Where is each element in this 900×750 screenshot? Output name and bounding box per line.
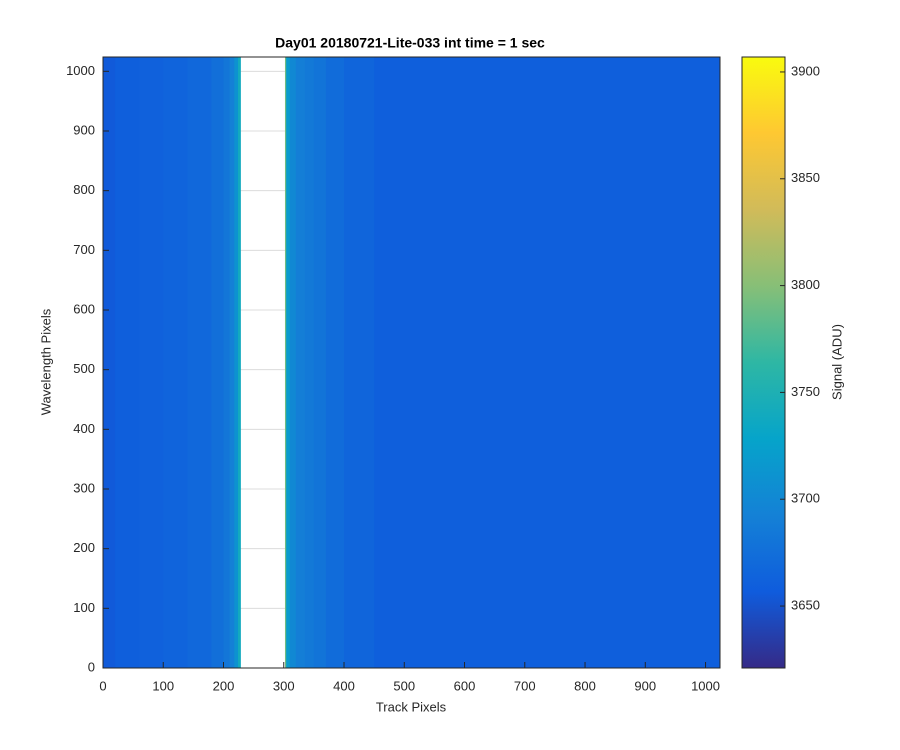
y-tick-label: 100 bbox=[73, 600, 95, 615]
x-tick-label: 100 bbox=[152, 678, 174, 693]
heatmap-column bbox=[237, 57, 241, 668]
x-tick-label: 300 bbox=[273, 678, 295, 693]
colorbar-label: Signal (ADU) bbox=[829, 324, 844, 400]
heatmap-column bbox=[139, 57, 164, 668]
heatmap-column bbox=[234, 57, 239, 668]
y-tick-label: 700 bbox=[73, 242, 95, 257]
x-tick-label: 900 bbox=[634, 678, 656, 693]
heatmap-column bbox=[286, 57, 291, 668]
y-tick-label: 900 bbox=[73, 122, 95, 137]
colorbar-tick-label: 3750 bbox=[791, 384, 820, 399]
y-tick-label: 0 bbox=[88, 659, 95, 674]
colorbar-tick-label: 3700 bbox=[791, 491, 820, 506]
y-tick-label: 600 bbox=[73, 301, 95, 316]
x-axis-label: Track Pixels bbox=[376, 699, 447, 714]
colorbar-tick-label: 3900 bbox=[791, 63, 820, 78]
x-tick-label: 400 bbox=[333, 678, 355, 693]
heatmap-column bbox=[313, 57, 327, 668]
heatmap-column bbox=[229, 57, 235, 668]
colorbar-tick-label: 3650 bbox=[791, 597, 820, 612]
y-axis-label: Wavelength Pixels bbox=[38, 308, 53, 415]
y-tick-label: 1000 bbox=[66, 63, 95, 78]
x-tick-label: 600 bbox=[454, 678, 476, 693]
y-tick-label: 400 bbox=[73, 421, 95, 436]
axes-box bbox=[102, 56, 721, 669]
heatmap-column bbox=[223, 57, 231, 668]
chart-title: Day01 20180721-Lite-033 int time = 1 sec bbox=[275, 35, 545, 51]
heatmap-column bbox=[284, 57, 287, 668]
heatmap-column bbox=[187, 57, 212, 668]
heatmap-column bbox=[211, 57, 225, 668]
y-tick-label: 500 bbox=[73, 361, 95, 376]
heatmap-column bbox=[344, 57, 375, 668]
colorbar-tick-label: 3850 bbox=[791, 170, 820, 185]
heatmap-column bbox=[295, 57, 306, 668]
x-tick-label: 0 bbox=[99, 678, 106, 693]
x-tick-label: 800 bbox=[574, 678, 596, 693]
colorbar bbox=[741, 56, 786, 669]
x-tick-label: 1000 bbox=[691, 678, 720, 693]
heatmap-column bbox=[289, 57, 297, 668]
heatmap-column bbox=[374, 57, 721, 668]
x-tick-label: 700 bbox=[514, 678, 536, 693]
heatmap-column bbox=[304, 57, 315, 668]
y-tick-label: 800 bbox=[73, 182, 95, 197]
heatmap-column bbox=[115, 57, 140, 668]
x-tick-label: 500 bbox=[393, 678, 415, 693]
y-tick-label: 300 bbox=[73, 480, 95, 495]
colorbar-tick-label: 3800 bbox=[791, 277, 820, 292]
heatmap-column bbox=[103, 57, 116, 668]
heatmap-column bbox=[163, 57, 188, 668]
y-tick-label: 200 bbox=[73, 540, 95, 555]
x-tick-label: 200 bbox=[213, 678, 235, 693]
heatmap-column bbox=[325, 57, 345, 668]
